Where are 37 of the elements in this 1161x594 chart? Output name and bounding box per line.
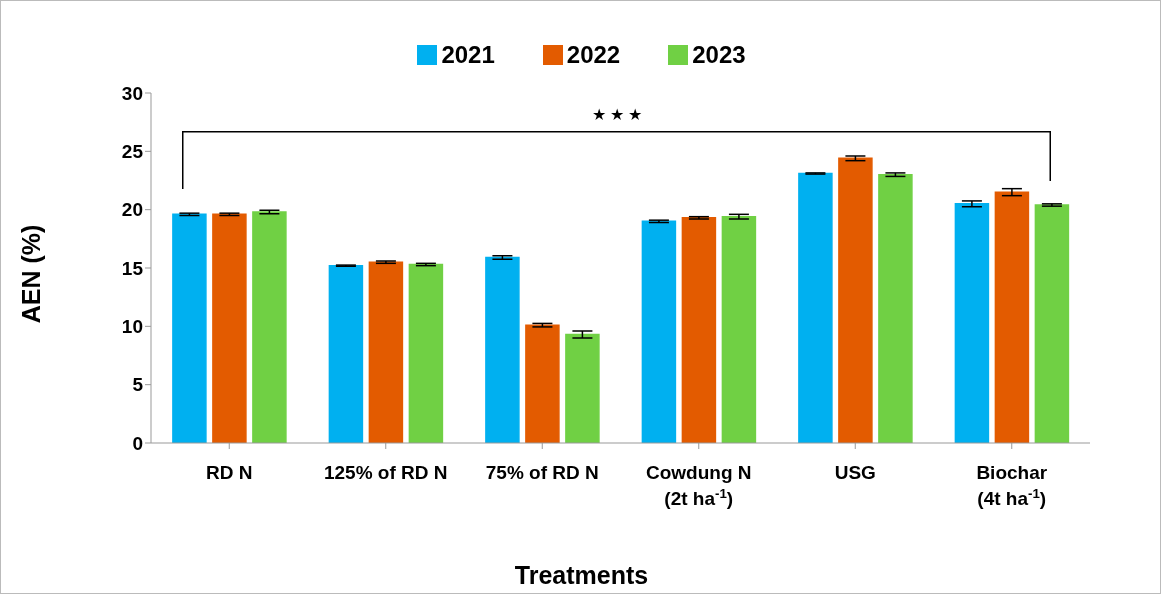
- x-tick-label: Cowdung N (2t ha$^{-1}$): [645, 462, 752, 509]
- x-axis-title: Treatments: [513, 561, 650, 590]
- bar: [408, 263, 444, 443]
- bar: [172, 213, 207, 443]
- bar: [838, 157, 873, 443]
- y-tick-label: 5: [132, 374, 144, 396]
- bar: [328, 264, 364, 443]
- bar: [878, 173, 913, 443]
- legend-label: 2023: [692, 41, 746, 69]
- annotation: ★ ★ ★: [590, 105, 644, 124]
- x-tick-label: Biochar (4t ha$^{-1}$): [976, 462, 1048, 509]
- y-tick-label: 10: [121, 316, 143, 338]
- x-tick-label: RD N: [206, 462, 253, 483]
- bar: [798, 172, 833, 443]
- bar: [212, 213, 247, 443]
- bar: [565, 333, 600, 443]
- bar: [1034, 204, 1070, 443]
- legend-label: 2021: [441, 41, 495, 69]
- bar: [525, 324, 560, 443]
- y-tick-label: 20: [121, 199, 143, 221]
- y-tick-label: 0: [132, 432, 143, 454]
- bar: [721, 215, 757, 443]
- x-tick-label: USG: [834, 462, 876, 483]
- bar: [252, 211, 287, 443]
- x-tick-label: 125% of RD N: [323, 462, 448, 483]
- bar: [994, 191, 1030, 443]
- bar: [641, 220, 677, 443]
- bar: [368, 261, 404, 443]
- x-tick-label: 75% of RD N: [485, 462, 599, 483]
- y-tick-label: 30: [121, 82, 143, 104]
- y-tick-label: 15: [121, 257, 144, 279]
- bar: [485, 256, 520, 443]
- legend-label: 2022: [566, 41, 621, 69]
- y-tick-label: 25: [121, 141, 144, 163]
- bar: [954, 203, 990, 443]
- y-axis-title: AEN (%): [16, 224, 46, 324]
- bar: [681, 217, 717, 443]
